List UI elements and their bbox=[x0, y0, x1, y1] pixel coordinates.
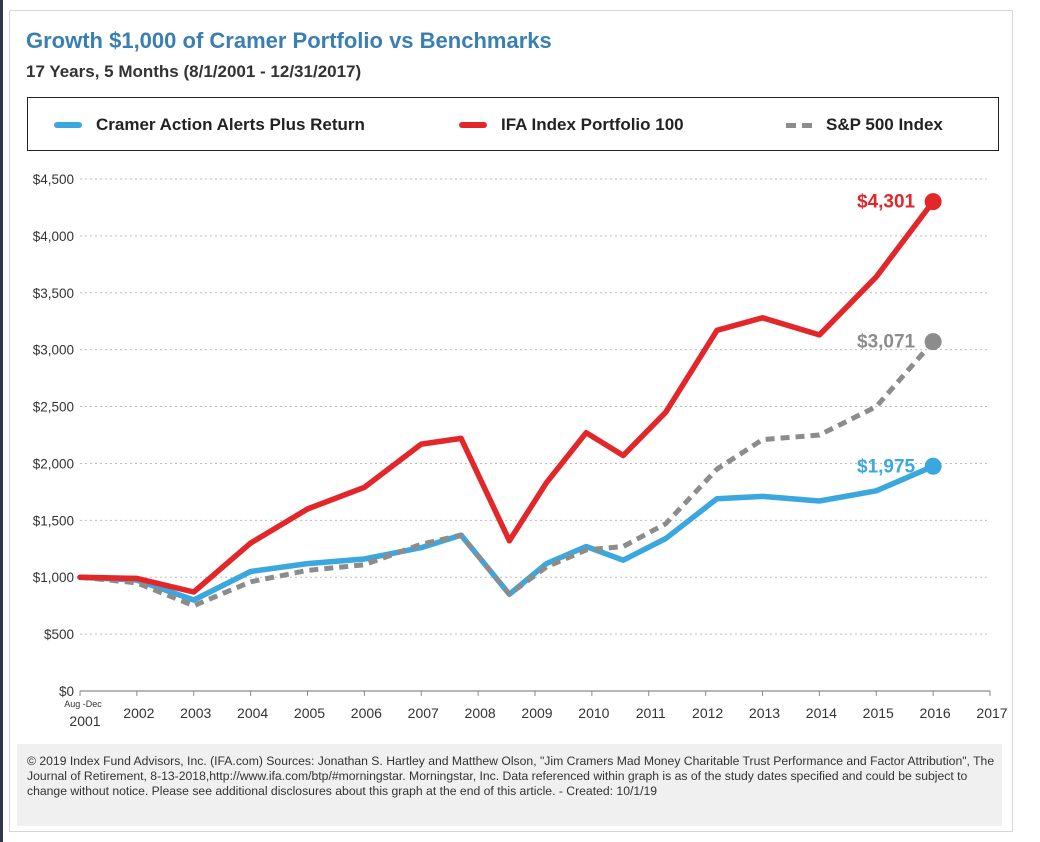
xtick-label-2017: 2017 bbox=[976, 705, 1007, 721]
legend-swatch-ifa bbox=[459, 122, 487, 128]
chart-subtitle: 17 Years, 5 Months (8/1/2001 - 12/31/201… bbox=[26, 62, 362, 81]
ytick-label-2500: $2,500 bbox=[33, 400, 74, 415]
series-line-2 bbox=[79, 339, 935, 609]
xtick-label-2007: 2007 bbox=[408, 705, 439, 721]
series-end-point-0 bbox=[924, 457, 942, 475]
xtick-label-2006: 2006 bbox=[351, 705, 382, 721]
xtick-label-2005: 2005 bbox=[294, 705, 325, 721]
legend-label-ifa: IFA Index Portfolio 100 bbox=[501, 115, 684, 134]
xtick-label-2002: 2002 bbox=[123, 705, 154, 721]
chart-title: Growth $1,000 of Cramer Portfolio vs Ben… bbox=[26, 28, 552, 53]
legend-label-cramer: Cramer Action Alerts Plus Return bbox=[96, 115, 365, 134]
xtick-label-2004: 2004 bbox=[237, 705, 268, 721]
series-end-label-2: $3,071 bbox=[857, 332, 916, 353]
xtick-label-2011: 2011 bbox=[636, 705, 666, 721]
ytick-label-1000: $1,000 bbox=[33, 570, 74, 585]
legend-label-sp500: S&P 500 Index bbox=[826, 115, 943, 134]
series-end-point-1 bbox=[924, 193, 942, 211]
ytick-label-4000: $4,000 bbox=[33, 229, 74, 244]
ytick-label-500: $500 bbox=[44, 627, 74, 642]
xtick-label-2010: 2010 bbox=[578, 705, 609, 721]
xtick-label-2014: 2014 bbox=[806, 705, 837, 721]
xtick-label-2009: 2009 bbox=[521, 705, 552, 721]
ytick-label-0: $0 bbox=[59, 684, 74, 699]
left-border-rule bbox=[0, 0, 3, 842]
xtick-label-2008: 2008 bbox=[465, 705, 496, 721]
xtick-label-first-line1: Aug -Dec bbox=[64, 699, 102, 709]
ytick-label-1500: $1,500 bbox=[33, 513, 74, 528]
line-chart: $0 $500 $1,000 $1,500 $2,000 $2,500 $3,000 $3,5… bbox=[33, 172, 1008, 729]
series-end-label-0: $1,975 bbox=[857, 456, 916, 477]
ytick-label-4500: $4,500 bbox=[33, 172, 74, 187]
legend-item-cramer: Cramer Action Alerts Plus Return bbox=[54, 98, 365, 152]
xtick-label-first-line2: 2001 bbox=[69, 713, 100, 729]
xtick-label-2003: 2003 bbox=[180, 705, 211, 721]
ytick-label-2000: $2,000 bbox=[33, 456, 74, 471]
legend-swatch-cramer bbox=[54, 122, 82, 128]
legend-item-sp500: S&P 500 Index bbox=[786, 98, 943, 152]
xtick-label-2012: 2012 bbox=[692, 705, 723, 721]
xtick-label-2013: 2013 bbox=[749, 705, 780, 721]
chart-legend: Cramer Action Alerts Plus Return IFA Ind… bbox=[27, 97, 999, 151]
series-end-label-1: $4,301 bbox=[857, 192, 916, 213]
legend-item-ifa: IFA Index Portfolio 100 bbox=[459, 98, 684, 152]
footer-disclosure: © 2019 Index Fund Advisors, Inc. (IFA.co… bbox=[17, 744, 1002, 826]
legend-swatch-sp500 bbox=[786, 122, 812, 128]
series-line-1 bbox=[77, 198, 936, 595]
ytick-label-3000: $3,000 bbox=[33, 343, 74, 358]
series-end-point-2 bbox=[924, 333, 942, 351]
xtick-label-2015: 2015 bbox=[863, 705, 894, 721]
footer-text: © 2019 Index Fund Advisors, Inc. (IFA.co… bbox=[27, 754, 995, 798]
xtick-label-2016: 2016 bbox=[920, 705, 951, 721]
ytick-label-3500: $3,500 bbox=[33, 286, 74, 301]
